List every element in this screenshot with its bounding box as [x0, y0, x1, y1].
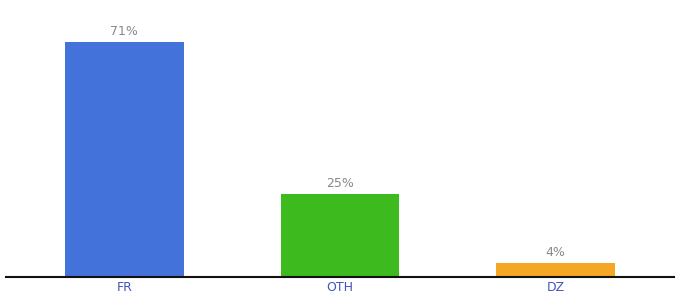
Text: 25%: 25% [326, 177, 354, 190]
Bar [65, 42, 184, 277]
Bar [496, 263, 615, 277]
Text: 4%: 4% [546, 246, 566, 260]
Text: 71%: 71% [110, 25, 138, 38]
Bar [281, 194, 399, 277]
